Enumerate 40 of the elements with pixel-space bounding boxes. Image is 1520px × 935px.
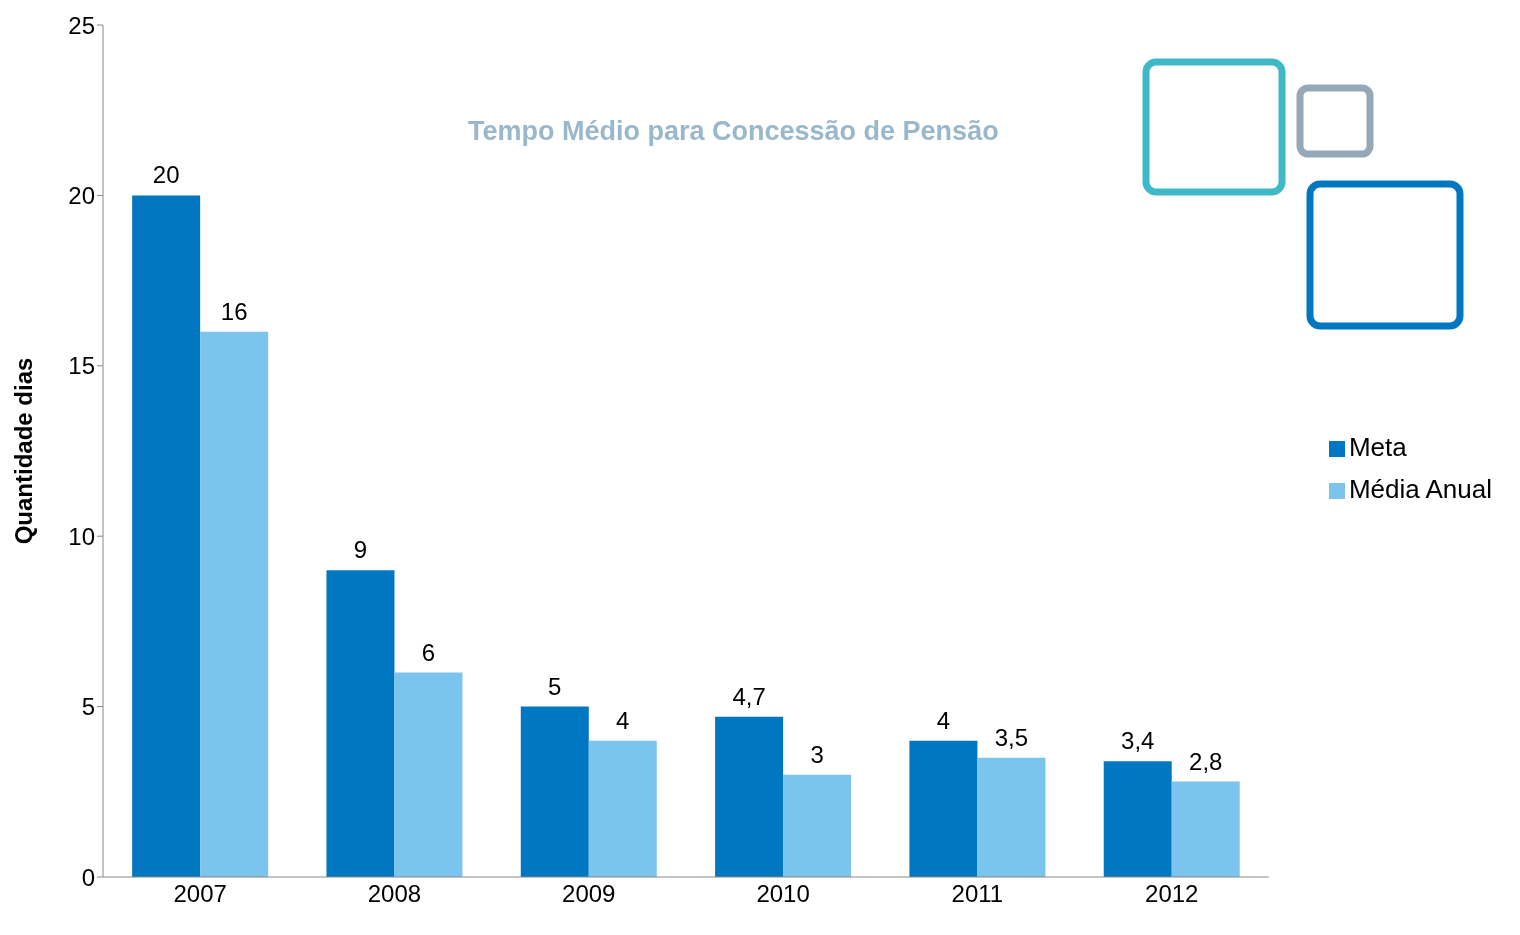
y-tick-label: 5: [81, 693, 95, 721]
bar: [520, 706, 589, 877]
bar: [132, 195, 201, 877]
data-label: 3: [810, 740, 824, 768]
bar: [200, 331, 269, 877]
data-label: 3,5: [994, 723, 1029, 751]
data-label: 16: [220, 297, 248, 325]
data-label: 2,8: [1189, 747, 1223, 775]
bar: [326, 570, 395, 877]
bar: [783, 774, 852, 877]
x-tick-label: 2012: [1145, 880, 1199, 908]
x-tick-label: 2008: [367, 880, 422, 908]
y-tick-label: 20: [68, 181, 95, 209]
legend-label: Meta: [1348, 431, 1407, 462]
data-label: 5: [548, 672, 562, 700]
x-tick-label: 2007: [173, 880, 227, 908]
data-label: 9: [353, 536, 368, 564]
bar: [588, 740, 657, 877]
bar: [909, 740, 978, 877]
bar: [1103, 761, 1172, 877]
bar: [715, 716, 784, 877]
data-label: 6: [421, 638, 436, 666]
data-label: 3,4: [1121, 727, 1155, 755]
bar: [977, 757, 1046, 877]
data-label: 20: [152, 161, 180, 189]
y-tick-label: 15: [68, 352, 95, 380]
y-axis-title: Quantidade dias: [9, 357, 37, 545]
y-tick-label: 25: [68, 11, 95, 39]
x-tick-label: 2010: [756, 880, 810, 908]
legend-label: Média Anual: [1348, 473, 1492, 504]
data-label: 4,7: [732, 682, 766, 710]
text: Tempo Médio para Concessão de Pensão: [468, 116, 999, 147]
x-tick-label: 2011: [951, 880, 1004, 908]
bar: [1171, 781, 1240, 877]
data-label: 4: [936, 706, 951, 734]
data-label: 4: [616, 706, 630, 734]
x-tick-label: 2009: [562, 880, 616, 908]
y-tick-label: 10: [68, 522, 95, 550]
y-tick-label: 0: [81, 863, 95, 891]
bar: [394, 672, 463, 877]
